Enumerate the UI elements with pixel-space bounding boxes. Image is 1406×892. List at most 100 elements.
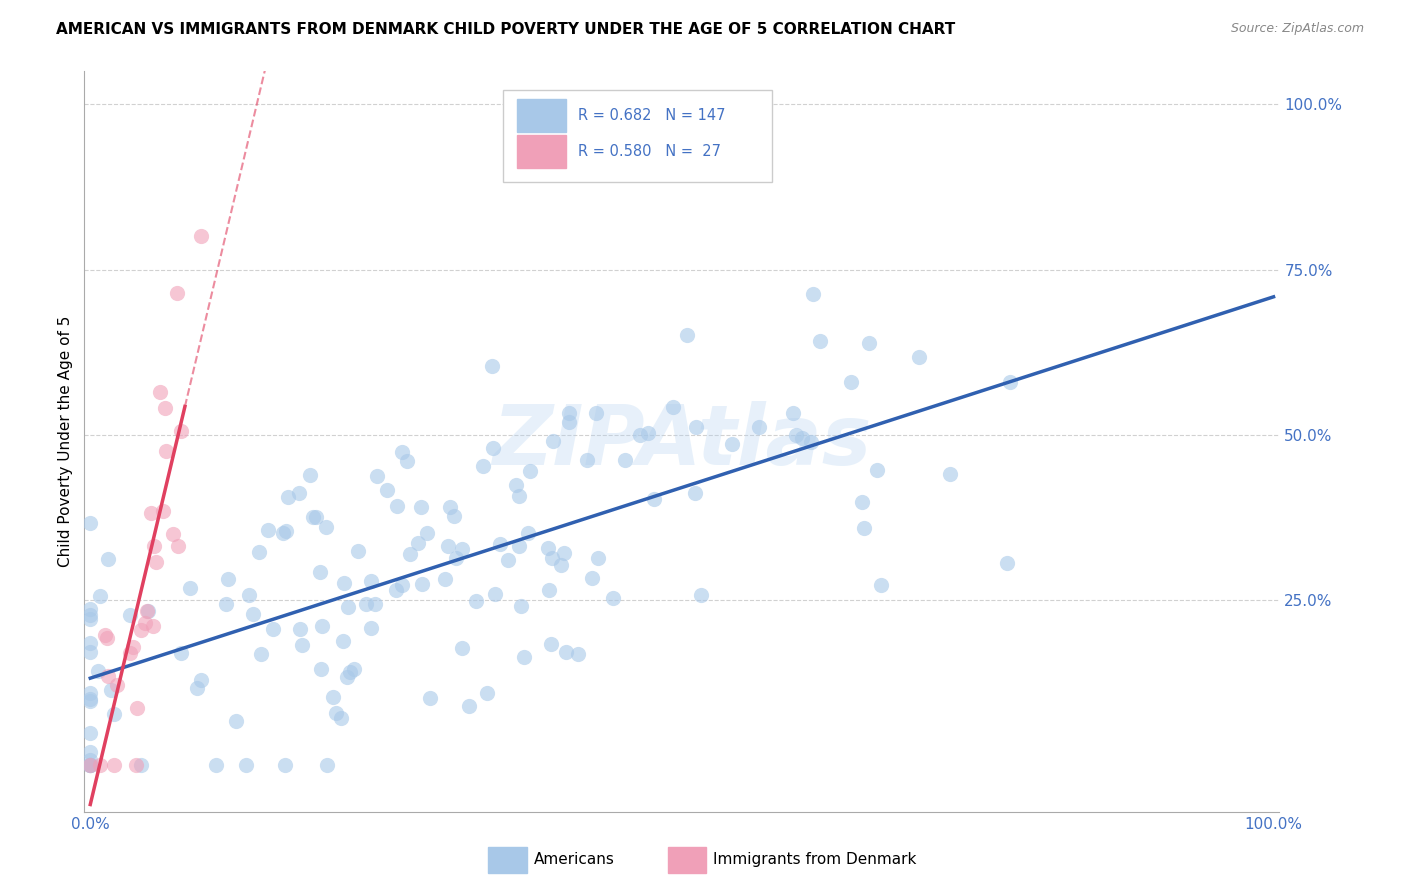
- Point: [330, 711, 353, 725]
- Point: [541, 434, 564, 448]
- Point: [385, 500, 408, 514]
- Point: [100, 683, 122, 698]
- Point: [305, 510, 328, 524]
- Point: [865, 463, 887, 477]
- Point: [96, 631, 118, 645]
- Point: [586, 551, 609, 566]
- Point: [205, 758, 228, 772]
- Point: [411, 577, 433, 591]
- Point: [908, 350, 931, 364]
- Point: [581, 571, 603, 585]
- Point: [145, 556, 167, 570]
- Point: [537, 583, 560, 598]
- Point: [512, 650, 534, 665]
- Point: [290, 623, 312, 637]
- Point: [637, 425, 659, 440]
- Point: [398, 547, 420, 561]
- Point: [488, 537, 510, 551]
- Text: ZIPAtlas: ZIPAtlas: [492, 401, 872, 482]
- Point: [79, 758, 101, 772]
- Point: [79, 612, 101, 626]
- Point: [465, 594, 488, 608]
- Point: [998, 375, 1021, 389]
- Point: [451, 542, 474, 557]
- Point: [332, 576, 354, 591]
- Point: [853, 521, 876, 535]
- Point: [800, 435, 823, 450]
- Point: [785, 428, 807, 442]
- Point: [576, 452, 599, 467]
- Point: [995, 557, 1018, 571]
- Point: [170, 646, 193, 660]
- FancyBboxPatch shape: [503, 90, 772, 183]
- Point: [519, 464, 541, 478]
- Point: [558, 415, 581, 429]
- Point: [256, 524, 278, 538]
- Point: [79, 758, 101, 772]
- Point: [439, 500, 461, 514]
- Point: [342, 662, 364, 676]
- Point: [79, 645, 101, 659]
- Point: [274, 524, 297, 538]
- Point: [683, 486, 706, 500]
- Point: [250, 647, 273, 661]
- Point: [555, 645, 578, 659]
- Point: [291, 638, 314, 652]
- FancyBboxPatch shape: [517, 100, 567, 132]
- Point: [411, 500, 433, 514]
- Point: [79, 686, 101, 700]
- Point: [332, 634, 354, 648]
- Point: [298, 467, 321, 482]
- Point: [585, 406, 607, 420]
- Y-axis label: Child Poverty Under the Age of 5: Child Poverty Under the Age of 5: [58, 316, 73, 567]
- Point: [602, 591, 624, 605]
- Point: [685, 419, 707, 434]
- Point: [339, 665, 361, 679]
- Point: [153, 401, 176, 415]
- Point: [79, 691, 101, 706]
- Point: [315, 519, 337, 533]
- Point: [136, 603, 159, 617]
- Point: [105, 678, 128, 692]
- Point: [391, 445, 413, 459]
- Point: [858, 335, 880, 350]
- Point: [553, 546, 575, 560]
- Point: [360, 574, 382, 588]
- Point: [408, 536, 430, 550]
- Point: [87, 664, 110, 678]
- Point: [136, 604, 159, 618]
- Point: [322, 690, 344, 704]
- Point: [94, 628, 117, 642]
- Point: [375, 483, 398, 497]
- Point: [437, 539, 460, 553]
- Point: [79, 745, 101, 759]
- Point: [125, 701, 148, 715]
- Point: [190, 673, 212, 687]
- Point: [186, 681, 208, 696]
- Point: [79, 694, 101, 708]
- Point: [336, 670, 359, 684]
- Point: [97, 669, 120, 683]
- Point: [217, 572, 239, 586]
- Point: [354, 597, 377, 611]
- Point: [541, 550, 564, 565]
- FancyBboxPatch shape: [488, 847, 527, 873]
- Point: [179, 581, 201, 595]
- Point: [360, 621, 382, 635]
- Point: [477, 686, 499, 700]
- Point: [131, 624, 153, 638]
- Point: [801, 286, 824, 301]
- Point: [273, 526, 295, 541]
- Point: [792, 431, 814, 445]
- Point: [458, 698, 481, 713]
- Point: [510, 599, 533, 614]
- Point: [748, 420, 770, 434]
- Text: Source: ZipAtlas.com: Source: ZipAtlas.com: [1230, 22, 1364, 36]
- Point: [870, 578, 893, 592]
- Point: [419, 691, 441, 706]
- Point: [661, 401, 683, 415]
- Point: [79, 758, 101, 772]
- Point: [118, 608, 141, 623]
- Point: [851, 494, 873, 508]
- Point: [309, 565, 332, 579]
